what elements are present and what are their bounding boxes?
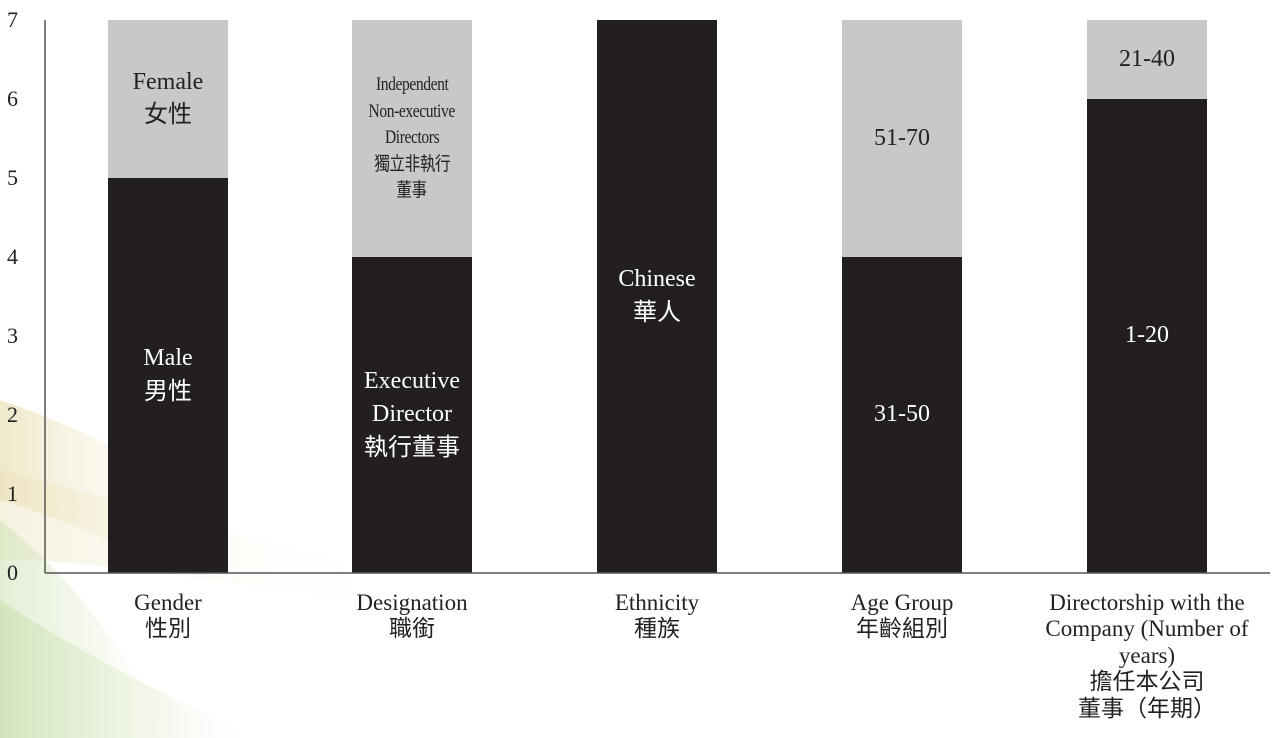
- bar-segment: [352, 20, 472, 257]
- bar-segment-label-line: 女性: [144, 102, 192, 128]
- bar-segment-label-line: 董事: [396, 180, 428, 202]
- bar-segment-label: Chinese 華人: [587, 20, 727, 573]
- y-tick-label: 4: [7, 244, 18, 269]
- x-category-label-line: Gender: [134, 590, 202, 615]
- y-tick-label: 2: [7, 402, 18, 427]
- x-category-label: Designation 職銜: [282, 590, 542, 643]
- bar-segment-label-line: Executive: [364, 368, 460, 395]
- y-tick-label: 1: [7, 481, 18, 506]
- bar-segment-label-line: Female: [132, 68, 204, 95]
- x-category-label-line: 擔任本公司: [1089, 669, 1205, 695]
- x-category-label: Directorship with the Company (Number of y…: [1017, 590, 1277, 722]
- bar-segment: [842, 20, 962, 257]
- x-category-label: Gender 性別: [38, 590, 298, 643]
- bar-segment-label: 21-40: [1077, 20, 1217, 99]
- x-category-label-line: years): [1118, 642, 1176, 668]
- bar-segment-label-line: 獨立非執行: [374, 153, 450, 175]
- x-category-label-line: 職銜: [389, 616, 435, 642]
- x-category-label-line: Age Group: [850, 590, 954, 615]
- bar-segment-label: Independent Non-executive Directors 獨立非執行董事: [342, 20, 482, 257]
- bar-segment-label-line: 31-50: [874, 401, 930, 428]
- x-category-label-line: 董事（年期）: [1078, 695, 1216, 721]
- bar-segment-label-line: Directors: [384, 127, 440, 149]
- x-category-label-line: Directorship with the: [1049, 590, 1245, 615]
- x-category-label-line: Designation: [356, 590, 468, 615]
- bar-segment-label-line: Male: [143, 345, 193, 372]
- bar-segment-label-line: Independent: [375, 74, 449, 96]
- x-category-label-line: 性別: [145, 616, 191, 642]
- bar-segment-label-line: 1-20: [1125, 322, 1169, 349]
- y-tick-label: 3: [7, 323, 18, 348]
- bar-segment: [597, 20, 717, 573]
- bar-segment-label-line: 華人: [633, 299, 681, 326]
- x-category-label: Age Group 年齡組別: [772, 590, 1032, 643]
- bar-segment-label-line: Non-executive: [368, 100, 456, 122]
- x-category-label: Ethnicity 種族: [527, 590, 787, 643]
- x-category-label-line: Company (Number of: [1045, 616, 1249, 642]
- bar-segment: [842, 257, 962, 573]
- bar-segment-label-line: 51-70: [874, 124, 930, 151]
- x-category-label-line: 種族: [634, 616, 680, 642]
- bar-segment: [1087, 20, 1207, 99]
- bar-segment-label: Executive Director 執行董事: [342, 257, 482, 573]
- bar-segment-label: 1-20: [1077, 99, 1217, 573]
- bar-segment: [352, 257, 472, 573]
- bar-segment-label: 51-70: [832, 20, 972, 257]
- bar-segment: [108, 20, 228, 178]
- x-category-label-line: 年齡組別: [856, 616, 948, 642]
- y-tick-label: 6: [7, 86, 18, 111]
- bar-segment-label-line: 21-40: [1119, 45, 1175, 72]
- bar-segment-label: 31-50: [832, 257, 972, 573]
- y-tick-label: 0: [7, 560, 18, 585]
- bar-segment-label: Male 男性: [98, 178, 238, 573]
- bar-segment-label-line: Chinese: [618, 266, 696, 293]
- bar-segment-label-line: 男性: [144, 378, 192, 405]
- bar-segment-label: Female 女性: [98, 20, 238, 178]
- y-tick-label: 5: [7, 165, 18, 190]
- bar-segment-label-line: Director: [372, 401, 452, 428]
- bar-segment-label-line: 執行董事: [364, 434, 460, 461]
- y-tick-label: 7: [7, 7, 18, 32]
- x-category-label-line: Ethnicity: [614, 590, 700, 615]
- bar-segment: [1087, 99, 1207, 573]
- bar-segment: [108, 178, 228, 573]
